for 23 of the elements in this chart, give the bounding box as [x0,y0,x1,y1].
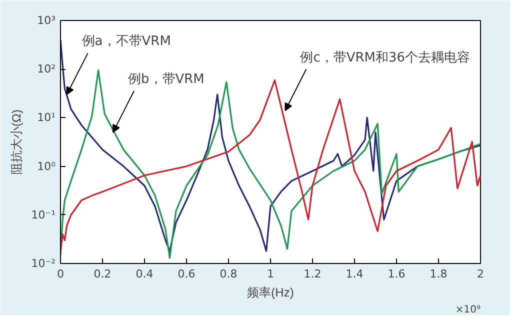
y-tick-label: 10³ [37,14,56,27]
y-tick-label: 10⁻² [31,257,56,270]
x-tick-label: 0.6 [178,268,196,280]
annotation: 例a，不带VRM [82,34,171,50]
x-tick-label: 0.2 [94,268,112,280]
x-tick-label: 0.8 [220,268,238,280]
x-tick-label: 2 [477,268,484,280]
y-tick-label: 10¹ [37,111,56,124]
x-tick-label: 0.4 [136,268,154,280]
x-tick-label: 1.8 [430,268,448,280]
annotation: 例c，带VRM和36个去耦电容 [300,49,470,66]
x-tick-label: 1.2 [304,268,322,280]
y-axis-title: 阻抗大小(Ω) [9,110,24,174]
x-axis-title: 频率(Hz) [247,286,294,300]
y-tick-label: 10⁰ [37,160,56,173]
y-tick-label: 10² [37,62,56,76]
x-tick-label: 1.4 [346,268,364,280]
text: ×10⁹ [455,304,481,316]
annotation: 例b，带VRM [128,72,204,88]
x-tick-label: 1 [267,268,274,280]
x-tick-label: 0 [57,268,64,280]
x-tick-label: 1.6 [388,268,406,280]
y-tick-label: 10⁻¹ [31,208,56,222]
